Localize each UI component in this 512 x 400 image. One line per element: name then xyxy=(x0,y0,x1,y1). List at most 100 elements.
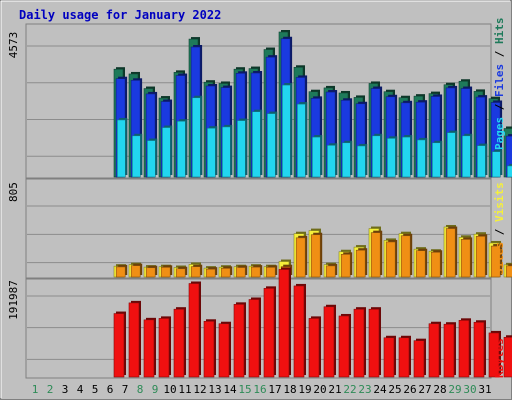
bar-kbytes-day-18 xyxy=(308,318,320,378)
x-tick-label-day-9: 9 xyxy=(152,383,159,396)
bars xyxy=(113,30,512,378)
bar-sites-day-30 xyxy=(490,245,501,278)
bar-pages-day-11 xyxy=(207,127,216,178)
bar-kbytes-day-23 xyxy=(383,337,395,378)
chart-title: Daily usage for January 2022 xyxy=(19,8,221,22)
bar-kbytes-day-28 xyxy=(458,320,470,378)
bar-sites-day-23 xyxy=(385,241,396,278)
y-max-label-visits-sites: 805 xyxy=(7,182,20,202)
bar-kbytes-day-21 xyxy=(353,308,365,378)
bar-sites-day-6 xyxy=(130,265,141,278)
bar-kbytes-day-31 xyxy=(503,336,512,378)
bar-pages-day-21 xyxy=(356,145,366,178)
bar-kbytes-day-20 xyxy=(338,315,350,378)
x-tick-label-day-26: 26 xyxy=(403,383,416,396)
bar-pages-day-24 xyxy=(401,136,411,178)
legend-visits-sites: Sites / Visits xyxy=(493,182,506,275)
bar-pages-day-10 xyxy=(192,97,201,178)
bar-pages-day-13 xyxy=(237,120,246,178)
bar-sites-day-24 xyxy=(400,235,411,278)
x-tick-label-day-17: 17 xyxy=(268,383,281,396)
x-tick-label-day-15: 15 xyxy=(238,383,251,396)
bar-kbytes-day-8 xyxy=(158,318,170,378)
bar-kbytes-day-10 xyxy=(188,283,200,378)
bar-pages-day-23 xyxy=(386,138,396,178)
x-tick-label-day-18: 18 xyxy=(283,383,296,396)
x-tick-label-day-24: 24 xyxy=(373,383,387,396)
bar-pages-day-15 xyxy=(266,113,276,178)
x-tick-label-day-28: 28 xyxy=(433,383,446,396)
x-tick-label-day-23: 23 xyxy=(358,383,371,396)
bar-kbytes-day-5 xyxy=(113,313,125,378)
bar-pages-day-27 xyxy=(446,132,456,178)
x-tick-label-day-13: 13 xyxy=(208,383,221,396)
bar-pages-day-14 xyxy=(252,111,261,178)
bar-sites-day-27 xyxy=(445,228,456,278)
bar-sites-day-21 xyxy=(355,249,366,278)
bar-kbytes-day-15 xyxy=(263,288,275,378)
bar-kbytes-day-6 xyxy=(128,302,140,378)
bar-kbytes-day-22 xyxy=(368,308,380,378)
x-axis-day-labels: 1 2 3 4 5 6 7 8 9 10 11 12 13 14 15 16 17 18 19 20 21 22 23 24 2… xyxy=(32,383,492,396)
x-tick-label-day-30: 30 xyxy=(463,383,476,396)
bar-sites-day-8 xyxy=(160,267,171,278)
x-tick-label-day-20: 20 xyxy=(313,383,326,396)
bar-sites-day-7 xyxy=(145,267,156,278)
bar-sites-day-13 xyxy=(235,267,246,278)
x-tick-label-day-6: 6 xyxy=(107,383,114,396)
y-axis-max-labels: 4573 805 191987 xyxy=(7,32,20,320)
x-tick-label-day-31: 31 xyxy=(478,383,491,396)
bar-kbytes-day-7 xyxy=(143,319,155,378)
bar-kbytes-day-30 xyxy=(488,332,500,378)
bar-sites-day-12 xyxy=(220,268,231,278)
bar-pages-day-8 xyxy=(162,127,171,178)
bar-pages-day-29 xyxy=(476,145,486,178)
x-tick-label-day-2: 2 xyxy=(47,383,54,396)
x-tick-label-day-10: 10 xyxy=(163,383,176,396)
bar-pages-day-16 xyxy=(281,84,291,178)
x-tick-label-day-5: 5 xyxy=(92,383,99,396)
x-tick-label-day-16: 16 xyxy=(253,383,266,396)
bar-pages-day-25 xyxy=(416,139,426,178)
x-tick-label-day-19: 19 xyxy=(298,383,311,396)
y-max-label-hits-files-pages: 4573 xyxy=(7,32,20,59)
bar-pages-day-26 xyxy=(431,142,441,178)
bar-sites-day-19 xyxy=(325,265,336,278)
x-tick-label-day-27: 27 xyxy=(418,383,431,396)
bar-sites-day-29 xyxy=(475,235,486,278)
bar-sites-day-18 xyxy=(310,234,321,278)
bar-sites-day-25 xyxy=(415,250,426,278)
y-max-label-kbytes: 191987 xyxy=(7,280,20,320)
x-tick-label-day-14: 14 xyxy=(223,383,237,396)
bar-sites-day-11 xyxy=(205,268,216,278)
bar-pages-day-7 xyxy=(147,140,156,178)
bar-pages-day-17 xyxy=(296,103,306,178)
bar-sites-day-14 xyxy=(250,266,261,278)
legends: Pages / Files / Hits Sites / Visits KBytes xyxy=(493,18,506,379)
bar-pages-day-5 xyxy=(117,119,126,178)
x-tick-label-day-29: 29 xyxy=(448,383,461,396)
bar-pages-day-28 xyxy=(461,135,471,178)
bar-kbytes-day-14 xyxy=(248,299,260,378)
bar-kbytes-day-16 xyxy=(278,269,290,378)
bar-kbytes-day-25 xyxy=(413,340,425,378)
bar-pages-day-22 xyxy=(371,135,381,178)
x-tick-label-day-7: 7 xyxy=(122,383,129,396)
legend-kbytes: KBytes xyxy=(493,338,506,378)
bar-sites-day-28 xyxy=(460,239,471,278)
bar-kbytes-day-27 xyxy=(443,323,455,378)
bar-sites-day-22 xyxy=(370,232,381,278)
bar-kbytes-day-12 xyxy=(218,323,230,378)
bar-pages-day-9 xyxy=(177,120,186,178)
bar-kbytes-day-24 xyxy=(398,337,410,378)
bar-pages-day-31 xyxy=(506,165,512,178)
bar-pages-day-19 xyxy=(326,144,336,178)
bar-sites-day-10 xyxy=(190,266,201,278)
x-tick-label-day-3: 3 xyxy=(62,383,69,396)
x-tick-label-day-22: 22 xyxy=(343,383,356,396)
panel-frame-visits-sites xyxy=(25,178,492,279)
bar-pages-day-12 xyxy=(222,126,231,178)
bar-sites-day-17 xyxy=(295,237,306,278)
bar-kbytes-day-29 xyxy=(473,321,485,378)
